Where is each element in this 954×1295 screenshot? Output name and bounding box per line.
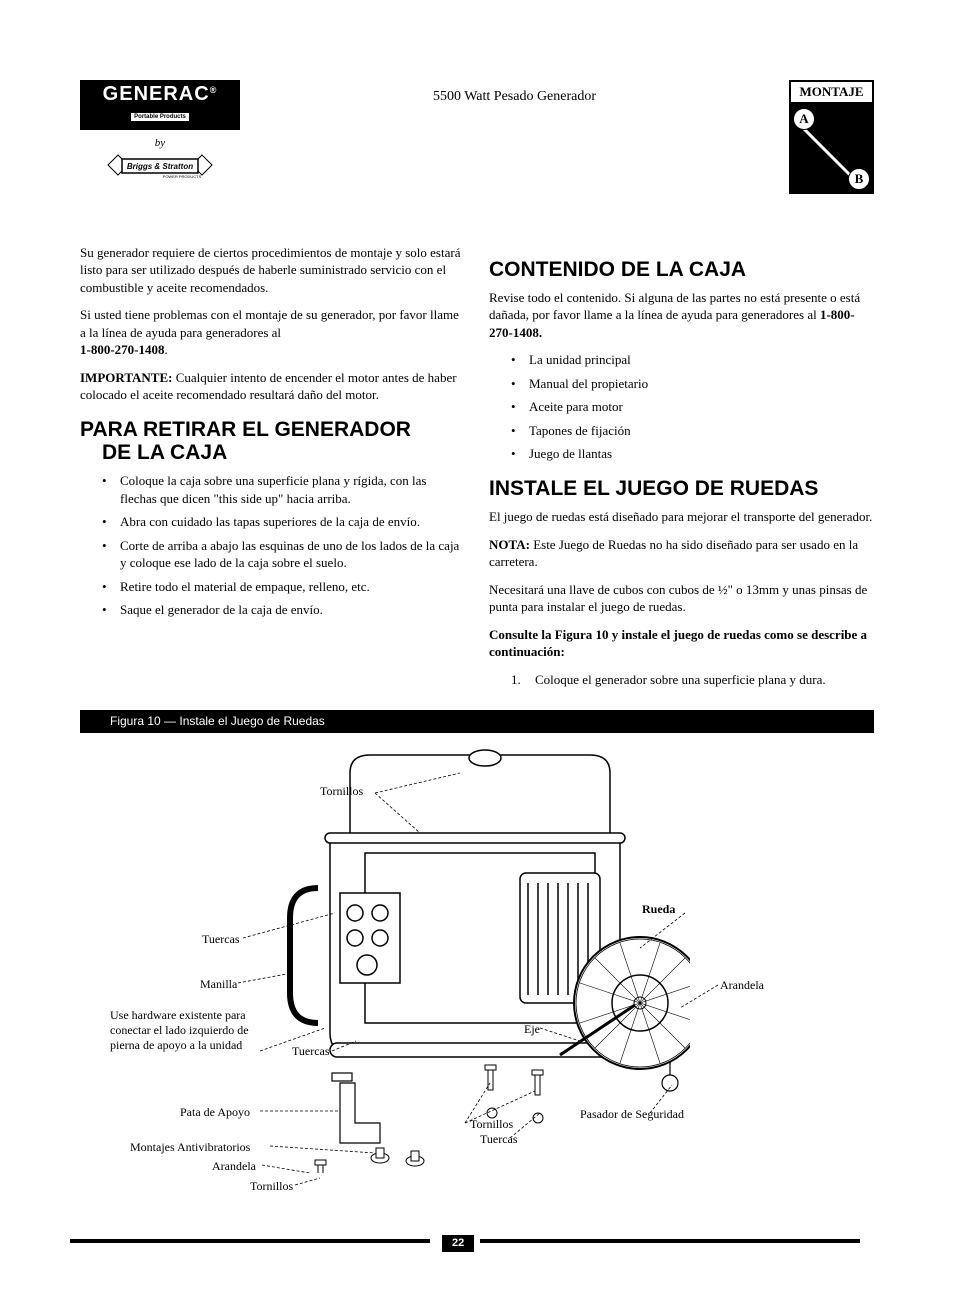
heading-contenido: CONTENIDO DE LA CAJA [489,258,874,281]
svg-text:POWER PRODUCTS: POWER PRODUCTS [163,174,202,179]
left-column: Su generador requiere de ciertos procedi… [80,244,465,695]
phone-number: 1-800-270-1408 [80,342,165,357]
brand-main: GENERAC [103,83,210,105]
contenido-bullets: La unidad principal Manual del propietar… [489,351,874,463]
list-item: Manual del propietario [511,375,874,393]
label-montajes: Montajes Antivibratorios [130,1139,250,1155]
brand-sub: Portable Products [131,113,189,121]
footer-rule-left [70,1239,430,1243]
section-badge: MONTAJE A B [789,80,874,194]
label-rueda: Rueda [642,901,675,917]
label-tuercas-3: Tuercas [480,1131,518,1147]
brand-reg: ® [210,85,218,95]
label-tuercas-2: Tuercas [292,1043,330,1059]
intro-p2: Si usted tiene problemas con el montaje … [80,306,465,359]
figure-body: Tornillos Tuercas Manilla Use hardware e… [80,733,874,1217]
list-item: Corte de arriba a abajo las esquinas de … [102,537,465,572]
right-column: CONTENIDO DE LA CAJA Revise todo el cont… [489,244,874,695]
section-label: MONTAJE [789,80,874,104]
instale-p1: El juego de ruedas está diseñado para me… [489,508,874,526]
label-tornillos-top: Tornillos [320,783,363,799]
generac-logo: GENERAC® Portable Products [80,80,240,130]
label-tornillos-3: Tornillos [470,1116,513,1132]
list-item: Tapones de fijación [511,422,874,440]
label-hardware-note: Use hardware existente para conectar el … [110,1008,260,1053]
instale-p3: Necesitará una llave de cubos con cubos … [489,581,874,616]
label-pasador: Pasador de Seguridad [580,1106,684,1122]
label-arandela-1: Arandela [212,1158,256,1174]
footer-rule-right [480,1239,860,1243]
svg-text:Briggs & Stratton: Briggs & Stratton [127,162,193,171]
page-header: GENERAC® Portable Products by Briggs & S… [80,80,874,194]
label-eje: Eje [524,1021,540,1037]
contenido-p1: Revise todo el contenido. Si alguna de l… [489,289,874,342]
page-title: 5500 Watt Pesado Generador [240,80,789,107]
list-item: 1.Coloque el generador sobre una superfi… [511,671,874,689]
body-columns: Su generador requiere de ciertos procedi… [80,244,874,695]
retirar-bullets: Coloque la caja sobre una superficie pla… [80,472,465,619]
page-number: 22 [442,1235,474,1252]
intro-p1: Su generador requiere de ciertos procedi… [80,244,465,297]
badge-a: A [793,108,815,130]
label-manilla: Manilla [200,976,237,992]
figure-10: Figura 10 — Instale el Juego de Ruedas [80,710,874,1216]
list-item: Coloque la caja sobre una superficie pla… [102,472,465,507]
briggs-stratton-logo: Briggs & Stratton POWER PRODUCTS [80,153,240,188]
ab-diagram-icon: A B [789,104,874,194]
list-item: Aceite para motor [511,398,874,416]
figure-caption: Figura 10 — Instale el Juego de Ruedas [80,710,874,732]
list-item: La unidad principal [511,351,874,369]
badge-b: B [848,168,870,190]
page-footer: 22 [80,1235,874,1255]
instale-steps: 1.Coloque el generador sobre una superfi… [489,671,874,689]
label-tornillos-2: Tornillos [250,1178,293,1194]
instale-p4: Consulte la Figura 10 y instale el juego… [489,626,874,661]
list-item: Abra con cuidado las tapas superiores de… [102,513,465,531]
label-pata: Pata de Apoyo [180,1104,250,1120]
important-note: IMPORTANTE: Cualquier intento de encende… [80,369,465,404]
brand-logo-block: GENERAC® Portable Products by Briggs & S… [80,80,240,187]
label-arandela-2: Arandela [720,977,764,993]
heading-retirar: PARA RETIRAR EL GENERADORDE LA CAJA [80,418,465,464]
list-item: Juego de llantas [511,445,874,463]
list-item: Saque el generador de la caja de envío. [102,601,465,619]
heading-instale: INSTALE EL JUEGO DE RUEDAS [489,477,874,500]
by-text: by [80,136,240,151]
nota: NOTA: Este Juego de Ruedas no ha sido di… [489,536,874,571]
label-tuercas-1: Tuercas [202,931,240,947]
list-item: Retire todo el material de empaque, rell… [102,578,465,596]
